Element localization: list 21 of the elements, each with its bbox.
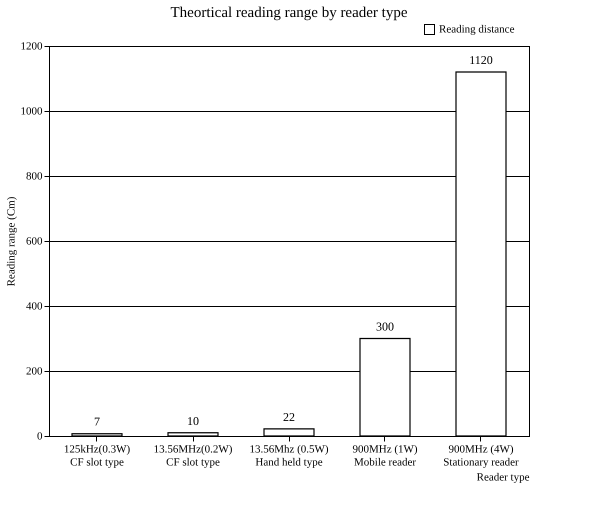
y-axis-title: Reading range (Cm) [6,196,18,286]
x-axis-title: Reader type [476,472,530,484]
y-tick-label: 400 [26,300,43,312]
x-tick-label: 125kHz(0.3W) CF slot type [64,444,130,468]
data-label: 300 [376,320,394,334]
x-tick-label: 13.56MHz(0.2W) CF slot type [154,444,233,468]
y-tick-label: 600 [26,236,43,248]
data-label: 22 [283,410,295,424]
chart-title: Theortical reading range by reader type [170,5,408,21]
x-tick-label: 900MHz (1W) Mobile reader [352,444,418,468]
data-label: 7 [94,414,100,429]
y-tick-label: 1000 [20,106,43,118]
x-tick-label: 13.56Mhz (0.5W) Hand held type [249,444,329,468]
x-tick-label: 900MHz (4W) Stationary reader [443,444,520,468]
y-tick-label: 1200 [20,40,43,52]
data-label: 10 [187,414,199,428]
data-label: 1120 [469,53,493,67]
legend-label: Reading distance [439,24,515,36]
y-tick-label: 0 [37,430,43,442]
y-tick-label: 800 [26,170,43,182]
y-tick-label: 200 [26,366,43,378]
